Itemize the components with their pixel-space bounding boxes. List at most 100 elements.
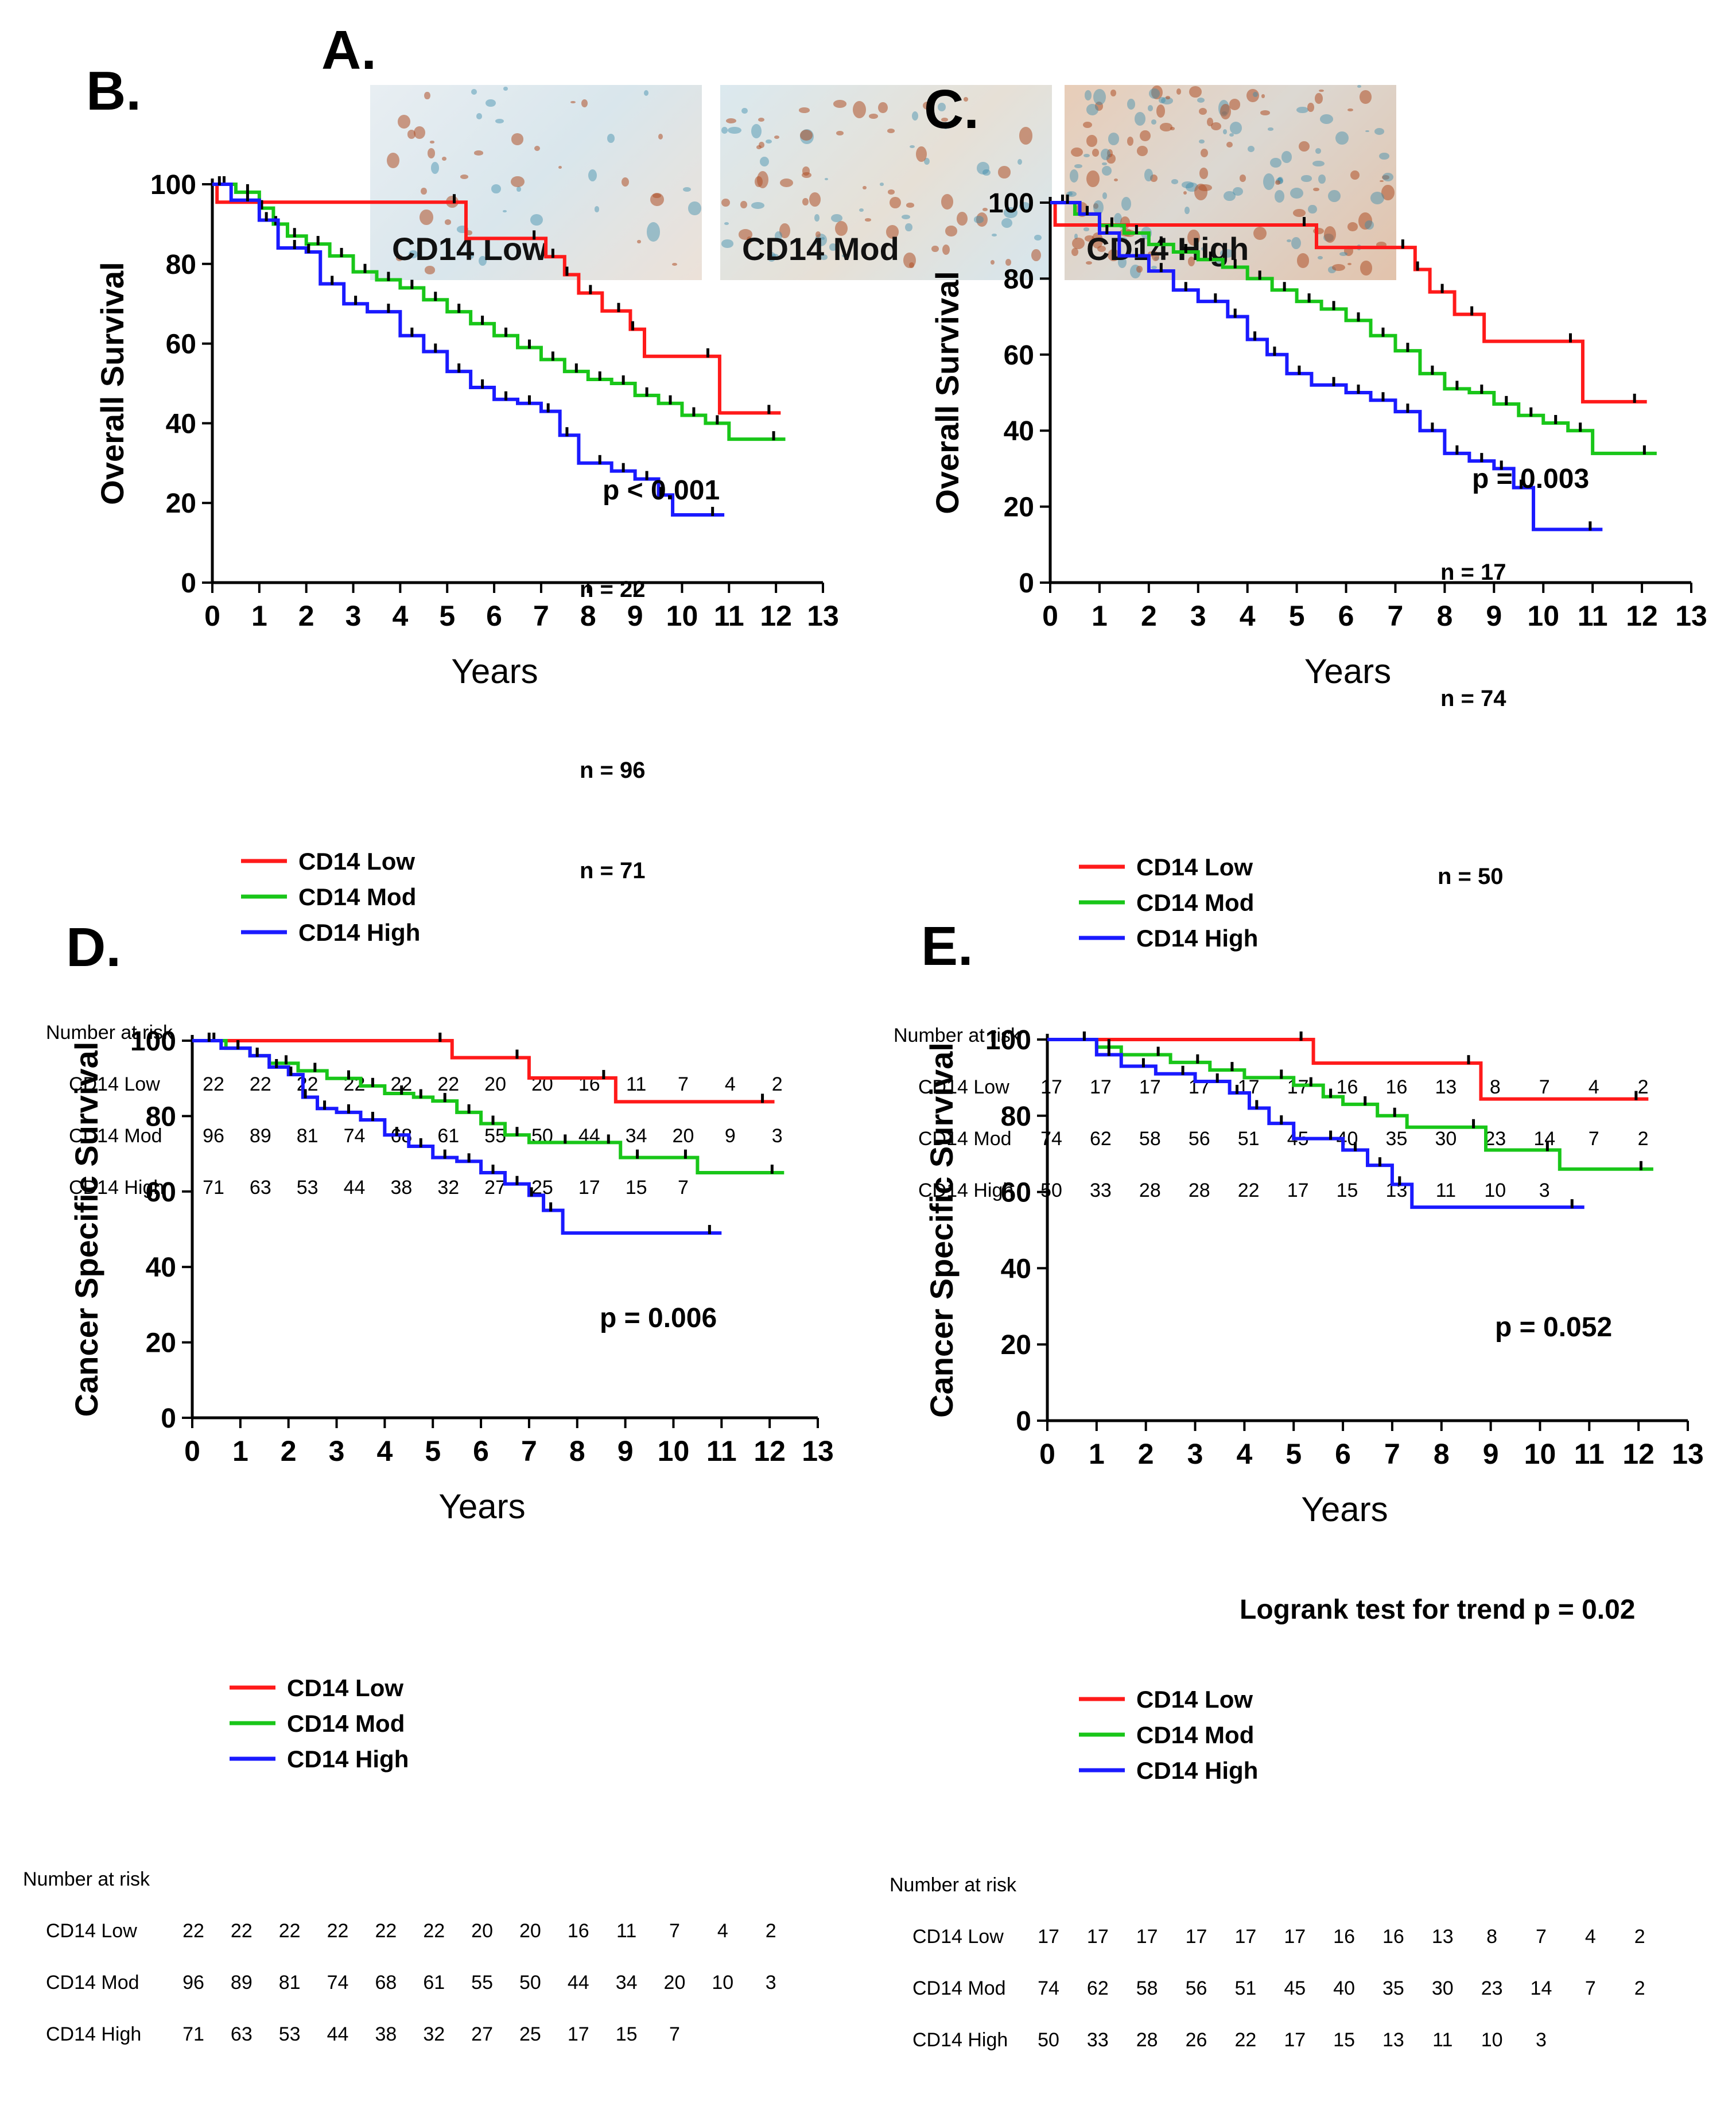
risk-table-header: Number at risk <box>890 1874 1017 1896</box>
risk-cell: 27 <box>484 1177 506 1199</box>
stain-speck <box>1379 152 1390 160</box>
stain-speck <box>1359 90 1372 104</box>
risk-cell: 25 <box>519 2023 541 2045</box>
risk-cell: 4 <box>1585 1926 1596 1948</box>
annotation-text: p = 0.006 <box>600 1303 717 1333</box>
x-tick-label: 6 <box>1335 1438 1351 1470</box>
stain-speck <box>1148 88 1160 99</box>
risk-table-header: Number at risk <box>23 1868 150 1890</box>
stain-speck <box>1360 261 1372 276</box>
stain-speck <box>1347 108 1353 112</box>
stain-speck <box>1083 153 1090 158</box>
risk-cell: 89 <box>231 1972 253 1994</box>
stain-speck <box>1292 208 1306 217</box>
risk-cell: 55 <box>484 1125 506 1147</box>
stain-speck <box>775 231 783 241</box>
stain-speck <box>1277 177 1283 182</box>
stain-speck <box>502 210 507 213</box>
x-tick-label: 10 <box>666 600 698 632</box>
stain-speck <box>1119 237 1128 242</box>
stain-speck <box>511 176 525 187</box>
risk-row-label: CD14 High <box>912 2029 1008 2051</box>
stain-speck <box>941 194 953 210</box>
risk-row-label: CD14 Low <box>46 1920 137 1942</box>
risk-cell: 13 <box>1432 1926 1454 1948</box>
stain-speck <box>888 189 895 195</box>
stain-speck <box>1151 266 1157 270</box>
stain-speck <box>503 86 508 91</box>
stain-speck <box>1307 102 1314 112</box>
x-tick-label: 12 <box>1626 600 1658 632</box>
series-line-low <box>192 1039 775 1104</box>
y-tick-label: 20 <box>166 488 196 519</box>
stain-speck <box>1253 91 1258 98</box>
risk-cell: 17 <box>578 1177 600 1199</box>
stain-speck <box>1253 226 1267 241</box>
micrograph-cd14-mod: CD14 Mod <box>720 85 1052 280</box>
stain-speck <box>751 123 762 139</box>
risk-cell: 53 <box>279 2023 301 2045</box>
stain-speck <box>1318 174 1326 184</box>
legend-label-high: CD14 High <box>287 1746 409 1773</box>
risk-cell: 10 <box>1484 1180 1506 1201</box>
stain-speck <box>1357 85 1362 88</box>
x-tick-label: 8 <box>569 1435 585 1467</box>
risk-cell: 63 <box>250 1177 271 1199</box>
y-tick-label: 80 <box>166 250 196 280</box>
x-tick-label: 7 <box>1388 600 1404 632</box>
risk-cell: 7 <box>678 1073 689 1095</box>
stain-speck <box>1019 201 1031 211</box>
stain-speck <box>747 236 752 244</box>
risk-cell: 16 <box>1337 1076 1358 1098</box>
panel-a-label: A. <box>321 20 376 81</box>
stain-speck <box>721 239 734 248</box>
risk-cell: 44 <box>327 2023 349 2045</box>
risk-cell: 11 <box>626 1073 646 1095</box>
x-tick-label: 10 <box>658 1435 690 1467</box>
risk-cell: 53 <box>297 1177 319 1199</box>
x-axis-title: Years <box>438 1487 525 1526</box>
x-tick-label: 8 <box>1434 1438 1450 1470</box>
risk-cell: 22 <box>1234 2029 1256 2051</box>
risk-cell: 22 <box>297 1073 319 1095</box>
stain-speck <box>1246 88 1260 102</box>
stain-speck <box>741 107 748 114</box>
panel-e-label: E. <box>921 916 973 977</box>
risk-cell: 32 <box>437 1177 459 1199</box>
stain-speck <box>1314 92 1323 104</box>
stain-speck <box>1312 160 1325 166</box>
series-line-mod <box>1050 201 1657 455</box>
y-tick-label: 20 <box>1001 1330 1031 1360</box>
stain-speck <box>1159 122 1173 131</box>
x-tick-label: 2 <box>298 600 314 632</box>
risk-cell: 38 <box>390 1177 412 1199</box>
y-tick-label: 60 <box>166 329 196 360</box>
series-line-high <box>1047 1038 1584 1209</box>
risk-cell: 71 <box>203 1177 224 1199</box>
risk-row-label: CD14 Low <box>69 1073 160 1095</box>
risk-cell: 13 <box>1435 1076 1457 1098</box>
risk-cell: 22 <box>279 1920 301 1942</box>
risk-cell: 15 <box>626 1177 647 1199</box>
annotation-text: p = 0.003 <box>1472 464 1589 494</box>
risk-cell: 22 <box>203 1073 224 1095</box>
risk-cell: 17 <box>1287 1180 1309 1201</box>
y-axis-title: Overall Survival <box>94 262 130 505</box>
stain-speck <box>721 199 730 207</box>
risk-cell: 28 <box>1136 2029 1158 2051</box>
stain-speck <box>427 148 435 158</box>
risk-cell: 58 <box>1136 1977 1158 1999</box>
stain-speck <box>1229 122 1242 135</box>
annotation-text: n = 96 <box>580 758 646 783</box>
risk-cell: 56 <box>1186 1977 1207 1999</box>
stain-speck <box>990 260 995 265</box>
stain-speck <box>395 255 403 261</box>
y-tick-label: 40 <box>146 1252 176 1283</box>
x-tick-label: 11 <box>1578 600 1608 632</box>
risk-cell: 17 <box>568 2023 589 2045</box>
risk-cell: 27 <box>471 2023 493 2045</box>
x-tick-label: 13 <box>807 600 839 632</box>
y-tick-label: 0 <box>181 568 196 599</box>
stain-speck <box>1085 235 1095 242</box>
stain-speck <box>1290 188 1303 199</box>
